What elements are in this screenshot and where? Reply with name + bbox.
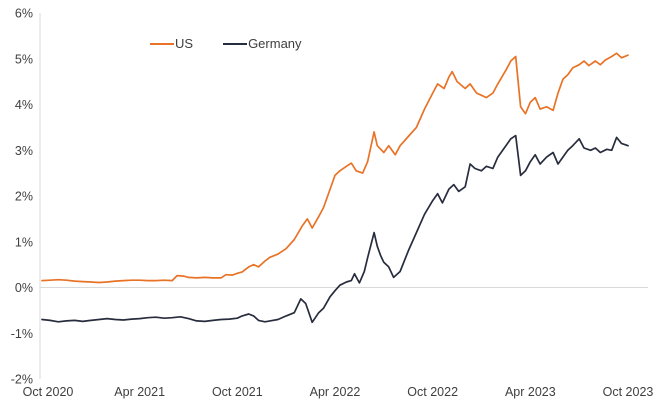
y-axis-label: -1% — [11, 327, 33, 341]
legend-label-us: US — [175, 36, 194, 51]
y-axis-label: 6% — [15, 7, 33, 21]
us-line-swatch-icon — [150, 42, 174, 45]
legend: US Germany — [150, 36, 302, 51]
y-axis-label: 1% — [15, 235, 33, 249]
x-axis-label: Oct 2023 — [603, 385, 654, 399]
x-axis-label: Oct 2022 — [407, 385, 458, 399]
y-axis-label: 4% — [15, 98, 33, 112]
y-axis-label: 2% — [15, 190, 33, 204]
x-axis-label: Apr 2022 — [310, 385, 361, 399]
y-axis-label: 3% — [15, 144, 33, 158]
axis-labels: 6% 5% 4% 3% 2% 1% 0% -1% -2%Oct 2020 Apr 2021 Oct … — [11, 7, 654, 400]
y-axis-label: 5% — [15, 52, 33, 66]
series-line-germany — [41, 134, 629, 324]
germany-line-swatch-icon — [223, 42, 248, 45]
x-axis-label: Oct 2020 — [23, 385, 74, 399]
x-axis-label: Apr 2021 — [114, 385, 165, 399]
legend-label-germany: Germany — [248, 36, 302, 51]
x-axis-label: Apr 2023 — [505, 385, 556, 399]
y-axis-label: -2% — [11, 373, 33, 387]
series-lines — [41, 52, 629, 324]
y-axis-label: 0% — [15, 281, 33, 295]
x-axis-label: Oct 2021 — [212, 385, 263, 399]
series-line-us — [41, 52, 629, 284]
legend-item-us: US — [150, 36, 193, 51]
legend-item-germany: Germany — [223, 36, 302, 51]
